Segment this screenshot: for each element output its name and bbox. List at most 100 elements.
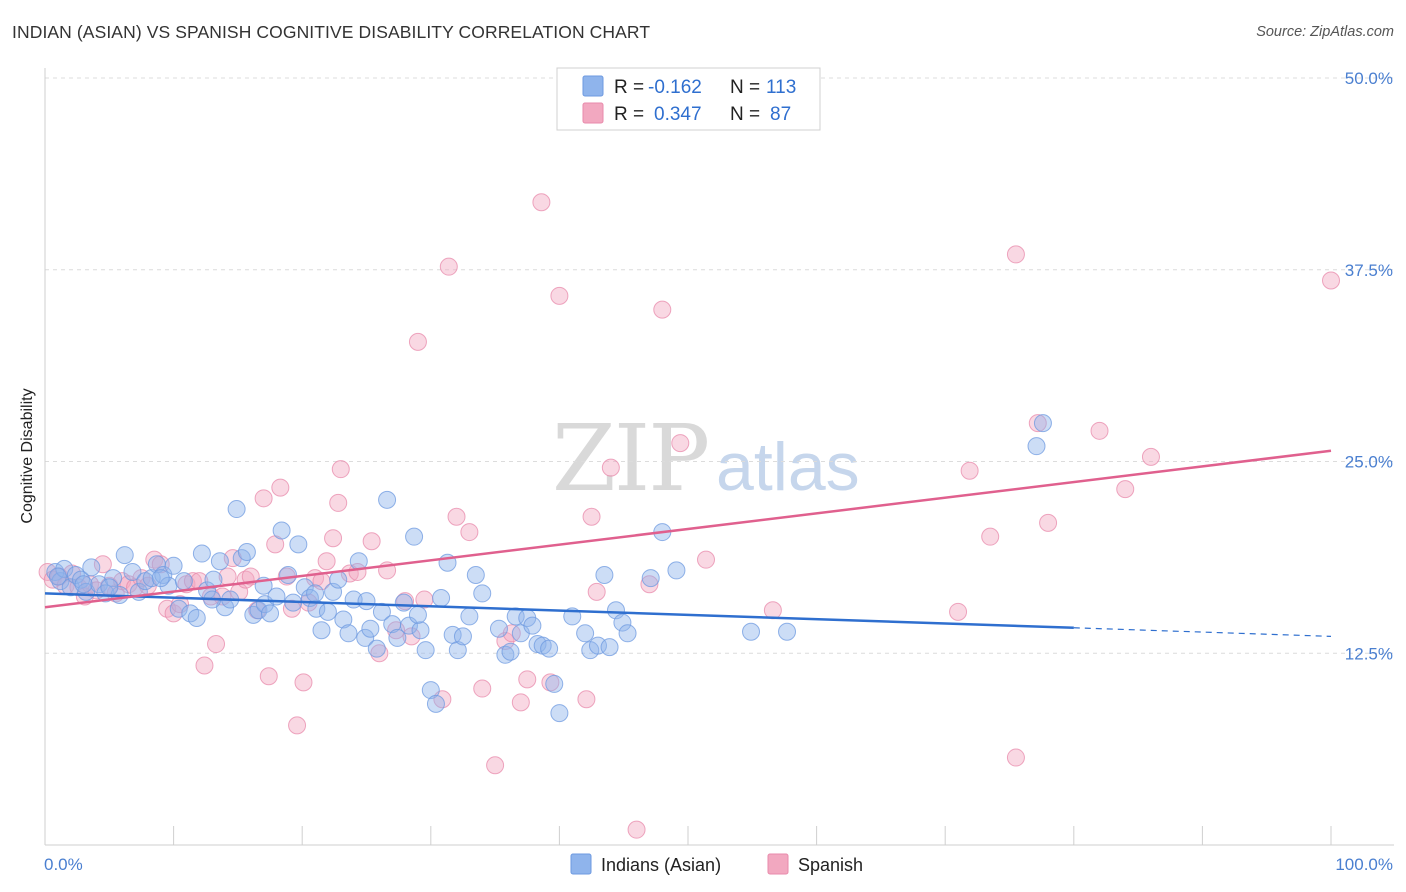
data-point [372, 602, 391, 621]
data-point [93, 555, 112, 574]
y-tick-label: 25.0% [1345, 453, 1393, 472]
data-point [145, 550, 164, 569]
data-point [550, 704, 569, 723]
data-point [1090, 421, 1109, 440]
data-point [550, 286, 569, 305]
stats-legend: R = -0.162 N = 113 R = 0.347 N = 87 [556, 67, 821, 131]
data-point [164, 556, 183, 575]
data-point [261, 604, 280, 623]
data-point [324, 529, 343, 548]
data-point [411, 621, 430, 640]
data-point [501, 642, 520, 661]
legend-r-label-indians: R = [614, 77, 644, 98]
gridlines [45, 77, 1394, 654]
data-point [82, 558, 101, 577]
legend-n-label-indians: N = [730, 77, 760, 98]
data-point [416, 641, 435, 660]
y-tick-label: 37.5% [1345, 261, 1393, 280]
data-point [587, 582, 606, 601]
legend-n-value-spanish: 87 [770, 104, 791, 125]
data-point [448, 641, 467, 660]
data-point [271, 478, 290, 497]
legend-swatch-spanish [582, 102, 604, 124]
data-point [577, 690, 596, 709]
data-point [1006, 748, 1025, 767]
data-point [595, 566, 614, 585]
data-point [312, 621, 331, 640]
data-point [151, 555, 170, 574]
data-point [601, 458, 620, 477]
data-point [388, 628, 407, 647]
data-point [402, 627, 421, 646]
data-point [259, 667, 278, 686]
data-point [518, 670, 537, 689]
axes [44, 68, 1394, 846]
data-point [447, 507, 466, 526]
data-point [115, 546, 134, 565]
data-point [1006, 245, 1025, 264]
series-legend-swatch-indians [570, 853, 592, 875]
y-tick-label: 12.5% [1345, 644, 1393, 663]
data-point [426, 694, 445, 713]
data-point [104, 569, 123, 588]
data-point [408, 605, 427, 624]
x-tick-label: 100.0% [1335, 855, 1393, 874]
data-point [981, 527, 1000, 546]
trend-lines [44, 449, 1332, 637]
data-point [618, 624, 637, 643]
data-point [294, 673, 313, 692]
x-tick-label: 0.0% [44, 855, 83, 874]
data-point [960, 461, 979, 480]
legend-r-label-spanish: R = [614, 104, 644, 125]
y-tick-label: 50.0% [1345, 69, 1393, 88]
data-point [439, 257, 458, 276]
data-point [473, 679, 492, 698]
data-point [204, 570, 223, 589]
data-point [432, 589, 451, 608]
legend-swatch-indians [582, 75, 604, 97]
data-point [640, 575, 659, 594]
trend-line-indians-extension [1073, 627, 1332, 637]
data-point [295, 578, 314, 597]
data-point [378, 490, 397, 509]
data-point [1322, 271, 1340, 290]
y-tick-labels: 12.5% 25.0% 37.5% 50.0% [1345, 69, 1393, 663]
data-point [74, 575, 93, 594]
data-point [142, 569, 161, 588]
data-point [466, 566, 485, 585]
data-point [100, 578, 119, 597]
data-point [237, 543, 256, 562]
chart-title: INDIAN (ASIAN) VS SPANISH COGNITIVE DISA… [12, 22, 651, 42]
data-point [254, 489, 273, 508]
data-point [357, 592, 376, 611]
series-legend-swatch-spanish [767, 853, 789, 875]
watermark-atlas: atlas [716, 429, 860, 505]
data-point [318, 602, 337, 621]
data-point [329, 570, 348, 589]
series-legend-label-indians: Indians (Asian) [601, 855, 721, 875]
data-point [460, 523, 479, 542]
data-point [763, 601, 782, 620]
data-point [192, 544, 211, 563]
data-point [207, 635, 226, 654]
data-point [496, 645, 515, 664]
data-points [38, 193, 1340, 839]
data-point [486, 756, 505, 775]
data-point [331, 460, 350, 479]
data-point [334, 610, 353, 629]
series-legend-label-spanish: Spanish [798, 855, 863, 875]
data-point [1116, 480, 1135, 499]
source-credit: Source: ZipAtlas.com [1256, 24, 1394, 40]
data-point [613, 613, 632, 632]
data-point [453, 627, 472, 646]
data-point [405, 527, 424, 546]
data-point [187, 608, 206, 627]
data-point [317, 552, 336, 571]
data-point [600, 638, 619, 657]
data-point [289, 535, 308, 554]
data-point [545, 674, 564, 693]
data-point [949, 602, 968, 621]
data-point [627, 820, 646, 839]
data-point [154, 566, 173, 585]
